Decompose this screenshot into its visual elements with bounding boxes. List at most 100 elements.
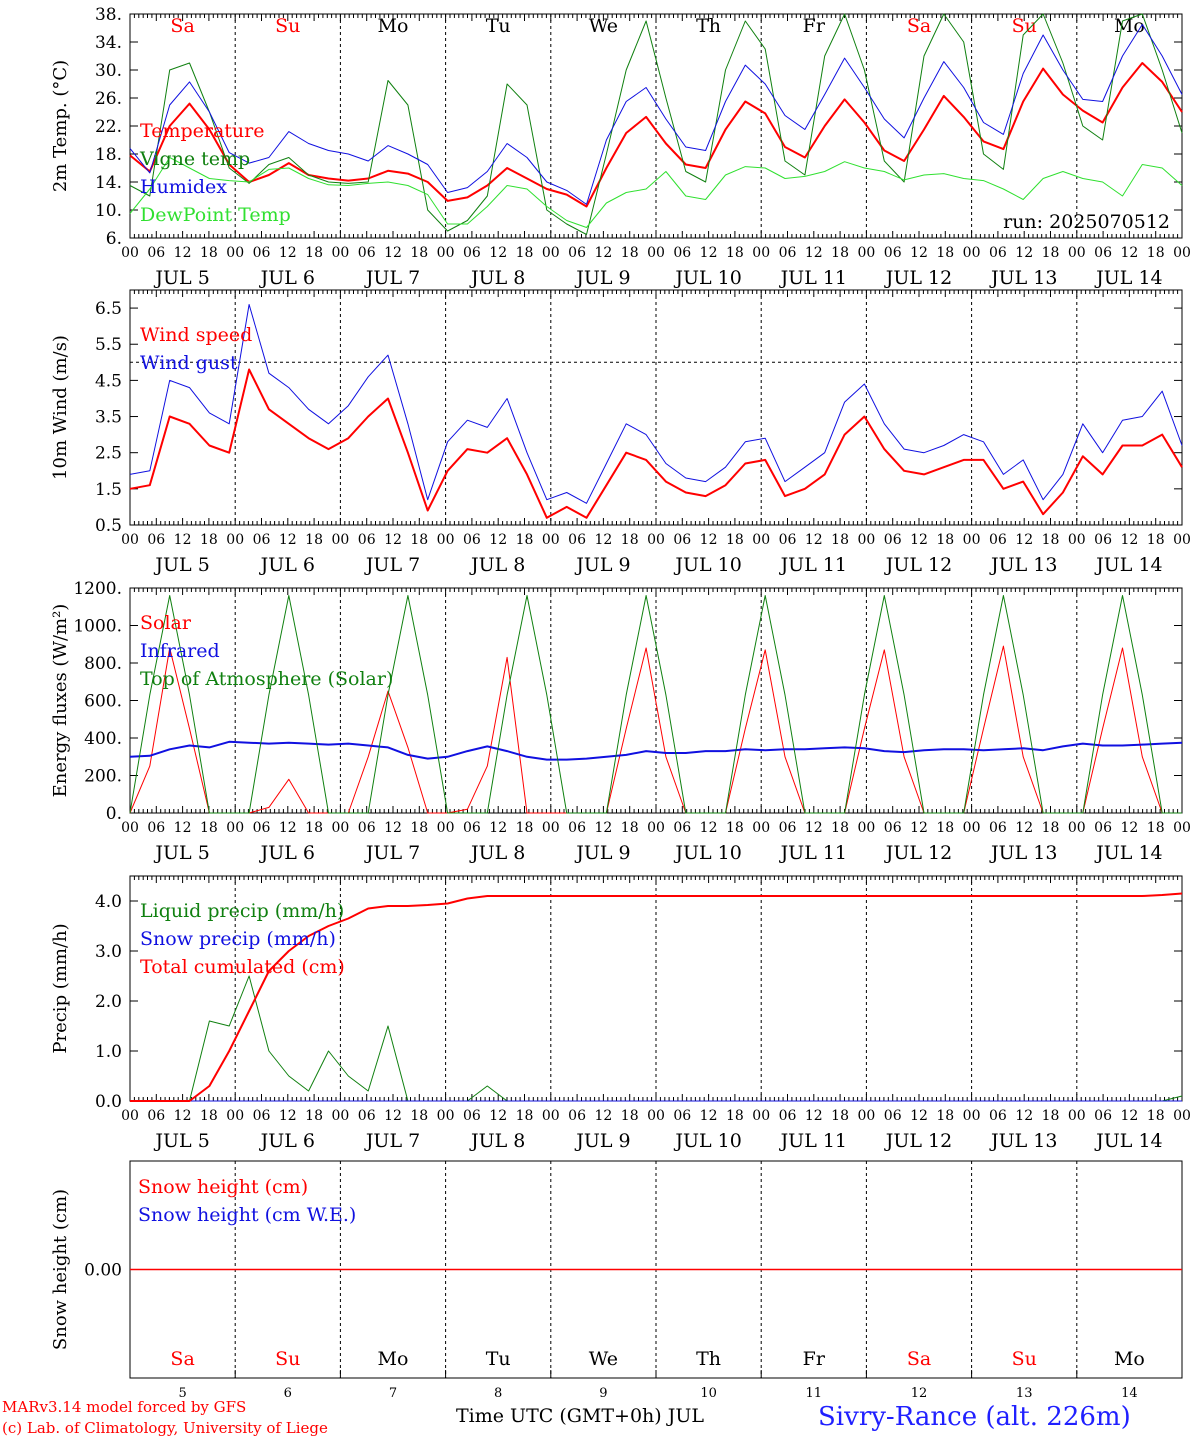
- x-day-label: JUL 5: [153, 267, 209, 289]
- day-name: Sa: [907, 1348, 931, 1370]
- y-axis-label: 2m Temp. (°C): [50, 60, 71, 192]
- hour-ticks: [129, 290, 1183, 525]
- x-hour-label: 00: [963, 820, 981, 836]
- series-line: [129, 595, 1182, 814]
- y-tick-label: 2.0: [95, 992, 122, 1012]
- x-day-label: JUL 10: [673, 842, 741, 864]
- day-number: 11: [806, 1386, 823, 1398]
- x-hour-label: 12: [489, 532, 507, 548]
- x-day-label: JUL 5: [153, 554, 209, 576]
- y-tick-label: 0.0: [95, 1092, 122, 1112]
- x-day-label: JUL 11: [779, 1130, 847, 1152]
- legend-entry: Wind speed: [140, 324, 252, 346]
- x-hour-label: 06: [779, 820, 797, 836]
- series-line: [130, 892, 1183, 1102]
- legend-entry: Solar: [140, 612, 192, 634]
- day-name: Sa: [907, 15, 931, 37]
- x-hour-label: 18: [936, 245, 954, 261]
- x-hour-label: 00: [647, 820, 665, 836]
- x-hour-label: 18: [200, 245, 218, 261]
- x-hour-label: 12: [700, 1108, 718, 1124]
- x-hour-label: 12: [910, 245, 928, 261]
- x-hour-label: 18: [726, 820, 744, 836]
- x-hour-label: 18: [1147, 820, 1165, 836]
- legend-entry: Liquid precip (mm/h): [140, 900, 344, 922]
- y-tick-label: 3.5: [95, 408, 122, 428]
- x-hour-label: 00: [1068, 245, 1086, 261]
- x-hour-label: 06: [673, 532, 691, 548]
- x-day-label: JUL 8: [469, 1130, 525, 1152]
- x-hour-label: 00: [226, 245, 244, 261]
- run-annotation: run: 2025070512: [1003, 211, 1170, 233]
- x-hour-label: 06: [884, 1108, 902, 1124]
- x-hour-label: 18: [200, 532, 218, 548]
- x-hour-label: 18: [1042, 245, 1060, 261]
- x-day-label: JUL 6: [259, 842, 315, 864]
- x-hour-label: 12: [489, 1108, 507, 1124]
- x-day-label: JUL 9: [574, 554, 630, 576]
- y-axis-label: 10m Wind (m/s): [50, 335, 71, 480]
- legend-entry: Snow height (cm W.E.): [138, 1204, 356, 1226]
- x-hour-label: 18: [410, 820, 428, 836]
- x-hour-label: 18: [726, 532, 744, 548]
- x-hour-label: 00: [437, 820, 455, 836]
- day-name: Su: [275, 15, 300, 37]
- x-hour-label: 06: [568, 1108, 586, 1124]
- day-name: Sa: [170, 15, 194, 37]
- x-hour-label: 00: [121, 245, 139, 261]
- x-day-label: JUL 14: [1094, 1130, 1162, 1152]
- x-hour-label: 06: [358, 820, 376, 836]
- x-hour-label: 18: [1042, 1108, 1060, 1124]
- day-name: Mo: [378, 15, 409, 37]
- x-hour-label: 06: [568, 532, 586, 548]
- legend-entry: Temperature: [140, 120, 264, 142]
- x-axis-title: Time UTC (GMT+0h) JUL: [456, 1405, 704, 1427]
- x-day-label: JUL 6: [259, 267, 315, 289]
- x-hour-label: 12: [594, 245, 612, 261]
- x-hour-label: 18: [200, 820, 218, 836]
- y-tick-label: 38.: [95, 5, 122, 25]
- x-hour-label: 06: [568, 820, 586, 836]
- day-number: 8: [494, 1386, 502, 1398]
- x-hour-label: 18: [1042, 820, 1060, 836]
- series-line: [129, 157, 1183, 228]
- x-day-label: JUL 14: [1094, 842, 1162, 864]
- x-hour-label: 18: [305, 1108, 323, 1124]
- x-hour-label: 18: [621, 532, 639, 548]
- y-axis-label: Snow height (cm): [50, 1189, 71, 1350]
- y-tick-label: 1200.: [73, 579, 122, 599]
- x-hour-label: 00: [331, 820, 349, 836]
- y-tick-label: 400.: [84, 729, 122, 749]
- x-hour-label: 12: [700, 245, 718, 261]
- x-hour-label: 06: [463, 820, 481, 836]
- x-day-label: JUL 13: [989, 842, 1057, 864]
- x-hour-label: 00: [1068, 820, 1086, 836]
- y-tick-label: 5.5: [95, 335, 122, 355]
- x-hour-label: 18: [305, 532, 323, 548]
- x-hour-label: 18: [831, 820, 849, 836]
- x-hour-label: 12: [489, 245, 507, 261]
- day-name: Tu: [486, 15, 511, 37]
- x-day-label: JUL 7: [364, 554, 420, 576]
- x-hour-label: 12: [384, 820, 402, 836]
- y-tick-label: 600.: [84, 692, 122, 712]
- series-line: [129, 740, 1183, 761]
- x-hour-label: 12: [1120, 820, 1138, 836]
- x-hour-label: 12: [279, 820, 297, 836]
- legend-entry: DewPoint Temp: [140, 204, 291, 226]
- x-day-label: JUL 7: [364, 267, 420, 289]
- x-hour-label: 00: [857, 245, 875, 261]
- x-hour-label: 18: [516, 820, 534, 836]
- x-hour-label: 00: [1068, 532, 1086, 548]
- x-hour-label: 06: [989, 820, 1007, 836]
- y-tick-label: 30.: [95, 61, 122, 81]
- y-tick-label: 14.: [95, 173, 122, 193]
- y-tick-label: 6.5: [95, 299, 122, 319]
- y-tick-label: 26.: [95, 89, 122, 109]
- legend-entry: Snow precip (mm/h): [140, 928, 336, 950]
- series-line: [129, 24, 1183, 205]
- x-hour-label: 06: [358, 245, 376, 261]
- x-hour-label: 06: [358, 1108, 376, 1124]
- legend-entry: Vigne temp: [139, 148, 250, 170]
- y-tick-label: 3.0: [95, 942, 122, 962]
